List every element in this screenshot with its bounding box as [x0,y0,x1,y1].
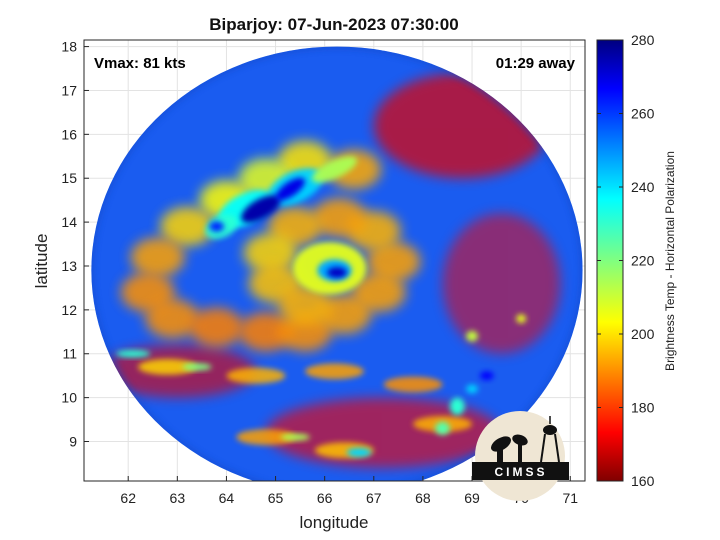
colorbar-tick-label: 160 [631,473,655,489]
small-dish-stand [518,443,522,462]
x-tick-label: 65 [268,490,284,506]
convective-cell [449,397,465,416]
y-axis: 9 10 11 12 13 14 15 16 17 18 [61,39,89,450]
time-away-annotation: 01:29 away [496,55,576,72]
rainband-segment [366,241,421,282]
rainband-convection [311,156,358,183]
rainband-segment [189,307,244,348]
y-axis-label: latitude [32,234,51,289]
x-tick-label: 63 [170,490,186,506]
rainband-segment [130,237,185,277]
southern-band [305,363,364,380]
southern-band [138,359,197,375]
x-tick-label: 68 [415,490,431,506]
southern-band [236,429,296,446]
convective-cell [466,330,478,342]
cold-background [442,213,561,354]
y-tick-label: 13 [61,258,77,274]
colorbar: 160 180 200 220 240 260 280 Brightness Temp - … [596,32,677,489]
y-tick-label: 18 [61,39,77,55]
colorbar-tick-label: 240 [631,179,655,195]
y-tick-label: 10 [61,390,77,406]
y-tick-label: 12 [61,302,77,318]
convective-cell [516,314,527,324]
rainband-segment [160,206,215,247]
eyewall-core [327,267,347,278]
x-tick-label: 66 [317,490,333,506]
logo-text: CIMSS [494,465,547,479]
dish-stand [497,448,503,462]
rainband-segment [312,197,367,238]
northern-rainband-core [241,195,281,223]
colorbar-tick-label: 220 [631,253,655,269]
x-tick-label: 71 [562,490,578,506]
x-axis-label: longitude [299,513,368,532]
vmax-annotation: Vmax: 81 kts [94,55,186,72]
satellite-dish-icon [491,436,511,452]
colorbar-tick-label: 200 [631,326,655,342]
y-tick-label: 17 [61,82,77,98]
southern-band [383,376,443,393]
x-tick-label: 69 [464,490,480,506]
x-tick-label: 62 [120,490,136,506]
brightness-temperature-swath [91,46,583,481]
colorbar-label: Brightness Temp - Horizontal Polarizatio… [663,151,677,371]
plot-frame [83,39,586,482]
rainband-segment [145,298,200,339]
convective-cell [435,421,450,435]
water-tower-icon [543,425,557,435]
y-tick-label: 16 [61,126,77,142]
logo-ground [472,462,569,480]
convective-cell [479,371,494,381]
northern-rainband-core [275,177,305,201]
colorbar-tick-label: 280 [631,32,655,48]
rainband-segment [238,312,293,352]
rainband-cell [209,221,224,232]
y-tick-label: 15 [61,170,77,186]
convective-cell [466,384,478,394]
convective-cell [346,448,372,457]
colorbar-tick-label: 260 [631,106,655,122]
convective-cell [280,433,310,441]
rainband-segment [243,233,298,273]
y-tick-label: 14 [61,214,77,230]
rainband-segment [278,285,333,326]
colorbar-ticks: 160 180 200 220 240 260 280 [597,32,655,489]
cold-background [265,397,502,468]
x-tick-label: 64 [219,490,235,506]
swath-features [91,46,583,481]
cimss-logo: CIMSS [472,411,569,501]
x-tick-label: 67 [366,490,382,506]
convective-cell [115,350,151,358]
rainband-segment [351,272,406,313]
colorbar-tick-label: 180 [631,400,655,416]
small-dish-icon [512,434,528,446]
convective-cell [182,363,212,371]
y-tick-label: 9 [69,434,77,450]
chart-title: Biparjoy: 07-Jun-2023 07:30:00 [209,15,458,34]
y-tick-label: 11 [62,346,77,362]
southern-band [226,367,286,384]
